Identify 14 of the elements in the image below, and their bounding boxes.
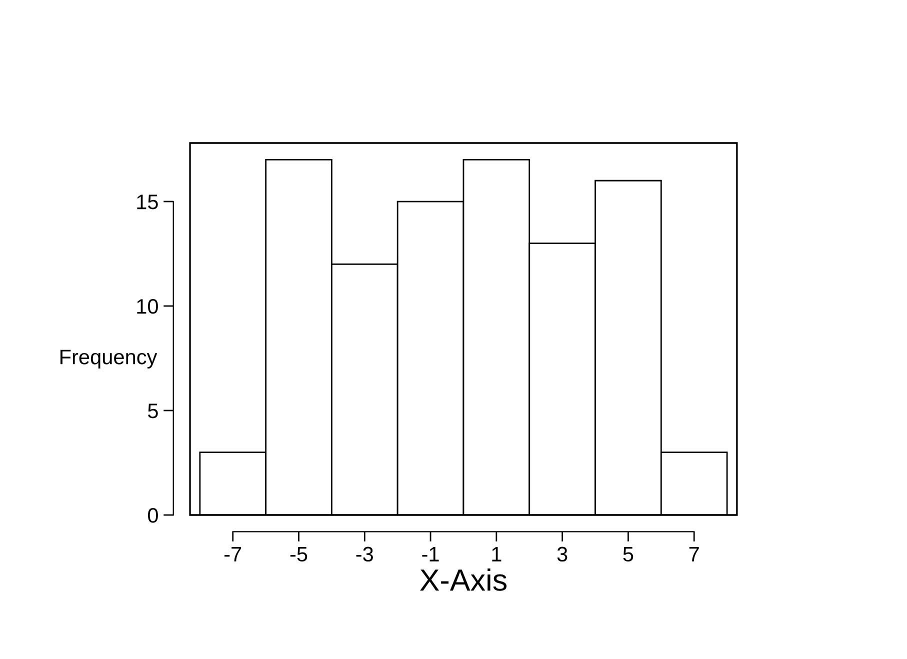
x-axis-title: X-Axis bbox=[420, 568, 507, 591]
x-tick-label: -5 bbox=[290, 547, 308, 562]
x-tick-label: 5 bbox=[623, 547, 634, 562]
x-tick-label: 3 bbox=[557, 546, 568, 562]
x-tick-label: -3 bbox=[356, 546, 373, 562]
x-tick-label: -7 bbox=[224, 547, 242, 562]
y-tick-label: 5 bbox=[148, 404, 158, 418]
x-tick-label: -1 bbox=[422, 547, 439, 562]
y-tick-label: 0 bbox=[148, 508, 158, 523]
y-tick-label: 15 bbox=[137, 194, 158, 210]
y-tick-label: 10 bbox=[137, 299, 158, 314]
y-axis-title: Frequency bbox=[60, 350, 158, 368]
x-tick-label: 7 bbox=[689, 547, 699, 562]
x-tick-label: 1 bbox=[492, 547, 502, 562]
